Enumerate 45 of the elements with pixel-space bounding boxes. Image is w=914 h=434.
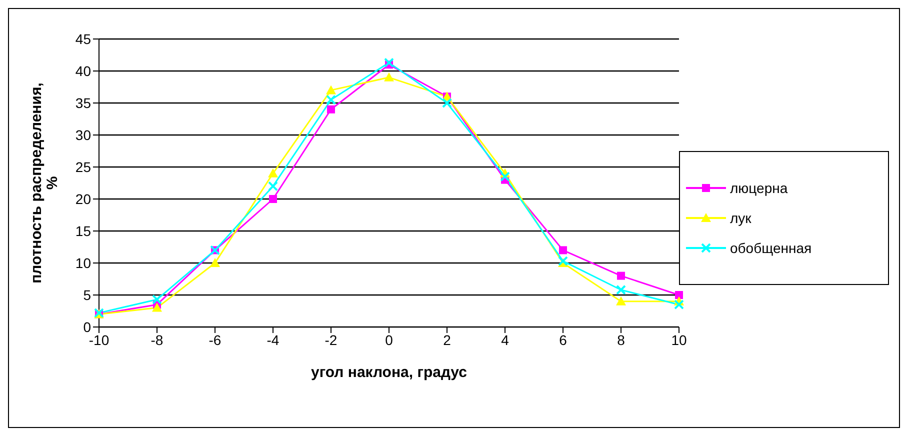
x-tick-label: -4 [266, 332, 280, 348]
y-tick-label: 45 [75, 30, 92, 47]
y-tick-label: 15 [75, 222, 92, 239]
point [442, 98, 452, 108]
point [559, 246, 567, 254]
legend-label: люцерна [730, 180, 788, 196]
y-tick-label: 25 [75, 158, 92, 175]
x-tick-label: -10 [88, 332, 110, 348]
point [152, 294, 162, 304]
x-tick-label: 4 [501, 332, 510, 348]
x-tick-label: 0 [385, 332, 394, 348]
point [500, 172, 510, 182]
x-axis-title: угол наклона, градус [311, 364, 467, 381]
point [616, 284, 626, 295]
x-tick-label: -6 [208, 332, 222, 348]
x-tick-label: -8 [150, 332, 164, 348]
x-tick-label: 10 [671, 332, 687, 348]
x-tick-label: 6 [559, 332, 568, 348]
point [268, 181, 278, 192]
y-tick-label: 30 [75, 126, 92, 143]
point [327, 105, 335, 114]
y-tick-label: 20 [75, 190, 92, 207]
y-tick-label: 0 [83, 318, 92, 335]
point [326, 94, 336, 105]
point [268, 168, 278, 178]
point [210, 258, 220, 267]
point [674, 300, 684, 310]
point [269, 195, 277, 203]
point [326, 85, 336, 94]
point [384, 58, 394, 68]
y-tick-label: 35 [75, 94, 92, 111]
legend-label: лук [730, 210, 752, 226]
y-tick-label: 40 [75, 62, 92, 79]
point [616, 296, 626, 306]
x-tick-label: -2 [324, 332, 338, 348]
y-axis-title: плотность распределения, % [28, 82, 61, 284]
y-tick-label: 5 [83, 286, 92, 303]
x-tick-label: 8 [617, 332, 626, 348]
x-tick-label: 2 [443, 332, 452, 348]
legend-label: обобщенная [730, 240, 812, 256]
point [675, 291, 683, 299]
y-tick-label: 10 [75, 254, 92, 271]
point [384, 72, 394, 82]
point [617, 272, 625, 280]
point [152, 302, 162, 312]
